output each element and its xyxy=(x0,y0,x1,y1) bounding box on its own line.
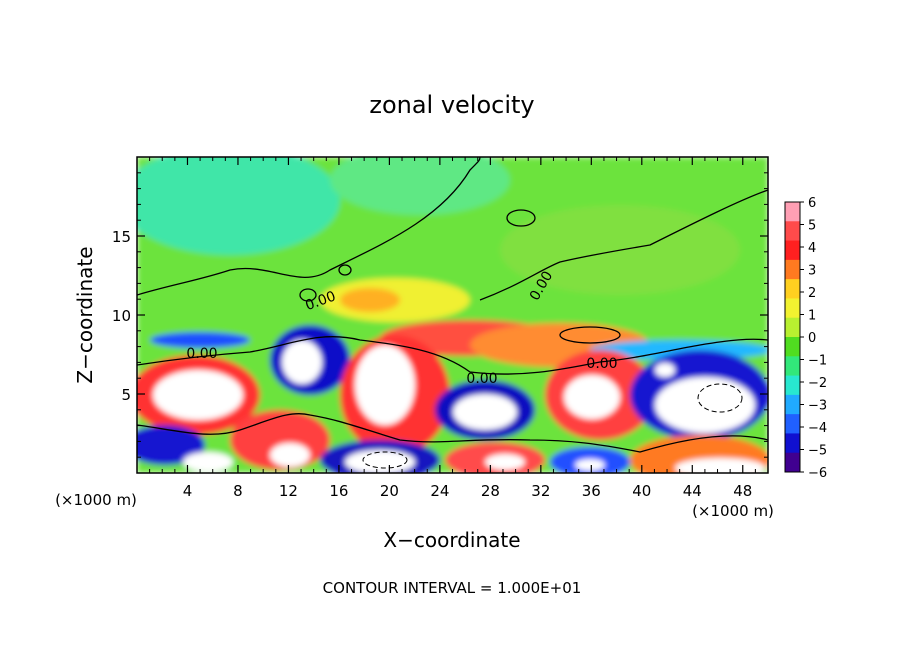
colorbar: 6 5 4 3 2 1 0 −1 −2 −3 −4 −5 −6 xyxy=(784,196,827,481)
colorbar-tick-label: 3 xyxy=(808,264,816,279)
colorbar-tick-label: 6 xyxy=(808,196,816,211)
contour-interval-note: CONTOUR INTERVAL = 1.000E+01 xyxy=(323,579,582,597)
colorbar-tick-label: 2 xyxy=(808,286,816,301)
contour-lines xyxy=(137,157,768,453)
colorbar-swatch xyxy=(785,259,800,280)
x-tick-label: 24 xyxy=(430,482,449,500)
x-tick-label: 4 xyxy=(183,482,193,500)
colorbar-swatch xyxy=(785,394,800,415)
x-unit-label-right: (×1000 m) xyxy=(692,502,774,520)
colorbar-swatch xyxy=(785,337,800,357)
colorbar-tick-label: −3 xyxy=(808,399,827,414)
contour-label: 0.00 xyxy=(466,371,497,387)
x-axis-title: X−coordinate xyxy=(383,528,520,552)
colorbar-tick-label: 5 xyxy=(808,219,816,234)
colorbar-swatch xyxy=(785,452,800,473)
colorbar-swatch xyxy=(785,221,800,242)
x-axis: 4 8 12 16 20 24 28 32 36 40 44 48 xyxy=(149,157,756,500)
colorbar-tick-label: 1 xyxy=(808,309,816,324)
y-tick-label: 10 xyxy=(112,307,131,325)
x-tick-label: 36 xyxy=(582,482,601,500)
y-tick-label: 15 xyxy=(112,228,131,246)
colorbar-swatch xyxy=(785,240,800,261)
x-tick-label: 48 xyxy=(733,482,752,500)
colorbar-tick-label: 4 xyxy=(808,241,816,256)
contour-label: 0.00 xyxy=(586,356,617,372)
colorbar-tick-label: −5 xyxy=(808,444,827,459)
colorbar-swatch xyxy=(785,279,800,299)
x-tick-label: 44 xyxy=(683,482,702,500)
chart-title: zonal velocity xyxy=(369,91,534,119)
colorbar-swatch xyxy=(785,202,800,222)
x-tick-label: 16 xyxy=(329,482,348,500)
colorbar-swatch xyxy=(785,433,800,454)
colorbar-swatch xyxy=(785,375,800,396)
colorbar-tick-label: −4 xyxy=(808,421,827,436)
x-tick-label: 40 xyxy=(632,482,651,500)
y-axis-title: Z−coordinate xyxy=(73,246,97,383)
y-axis: 5 10 15 xyxy=(112,172,768,458)
x-unit-label-left: (×1000 m) xyxy=(55,491,137,509)
x-tick-label: 32 xyxy=(531,482,550,500)
colorbar-swatch xyxy=(785,298,800,319)
colorbar-swatch xyxy=(785,317,800,338)
colorbar-tick-label: −6 xyxy=(808,466,827,481)
colorbar-tick-label: 0 xyxy=(808,331,816,346)
plot-area xyxy=(137,157,768,473)
colorbar-tick-label: −1 xyxy=(808,354,827,369)
colorbar-tick-label: −2 xyxy=(808,376,827,391)
x-tick-label: 20 xyxy=(380,482,399,500)
x-tick-label: 8 xyxy=(233,482,243,500)
contour-label: 0.00 xyxy=(186,346,217,362)
x-tick-label: 28 xyxy=(481,482,500,500)
colorbar-swatch xyxy=(785,356,800,377)
x-tick-label: 12 xyxy=(279,482,298,500)
y-tick-label: 5 xyxy=(121,386,131,404)
colorbar-swatch xyxy=(785,414,800,434)
